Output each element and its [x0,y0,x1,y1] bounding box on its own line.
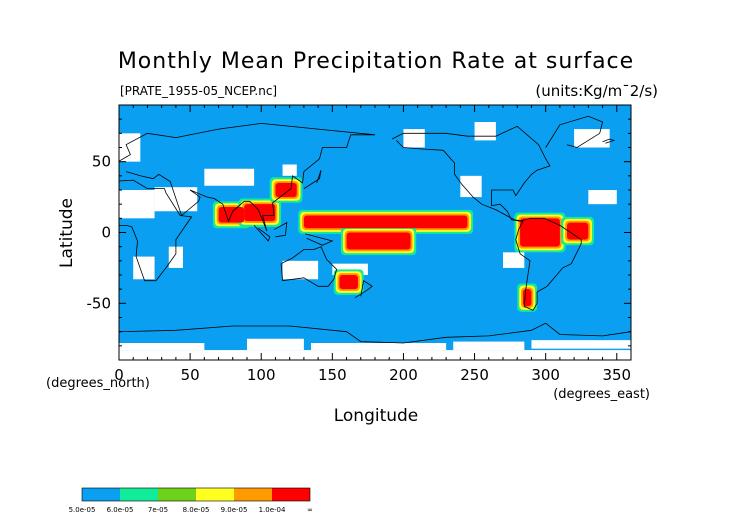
x-tick-label: 0 [114,366,124,384]
colorbar-label: 8.0e-05 [183,506,210,514]
x-tick-label: 100 [247,366,276,384]
x-axis-label: Longitude [334,406,419,426]
coastline-segment [303,170,322,189]
coastline-segment [119,179,193,282]
no-data-cell [531,340,631,349]
colorbar-swatch-5 [272,488,310,501]
x-axis: 0 50 100 150 200 250 300 350 [114,105,631,384]
coastline-segment [305,233,334,246]
x-tick-label: 150 [318,366,347,384]
precip-core-cell [346,232,411,250]
coastline-segment [280,246,338,287]
no-data-cell [168,246,183,268]
no-data-cell [119,133,141,162]
coastline-segment [119,322,631,344]
no-data-cell [311,343,447,351]
colorbar-label: ∞ [307,506,313,514]
units-label: (units:Kg/m¯2/s) [535,82,658,100]
no-data-cells [119,122,631,360]
no-data-cell [503,252,525,268]
precip-core-cell [567,222,589,240]
coastline-segment [119,122,376,232]
no-data-cell [247,338,304,351]
no-data-cell [332,263,368,275]
colorbar-label: 1.0e-04 [259,506,286,514]
precip-core-cell [275,182,297,198]
precip-core-cell [303,215,468,229]
precip-core-cell [339,275,358,290]
no-data-cell [119,190,155,219]
x-tick-label: 300 [531,366,560,384]
coastline-segment [602,138,616,144]
source-file-label: [PRATE_1955-05_NCEP.nc] [120,84,277,98]
precip-levels [212,177,595,312]
colorbar: 5.0e-05 6.0e-05 7e-05 8.0e-05 9.0e-05 1.0e-04… [69,487,313,514]
colorbar-label: 7e-05 [148,506,168,514]
colorbar-swatch-2 [158,488,196,501]
no-data-cell [460,175,482,198]
x-tick-label: 250 [460,366,489,384]
y-tick-label: 50 [92,153,111,171]
no-data-cell [588,190,617,205]
coastline-segment [391,125,582,311]
coastline-segment [253,225,271,242]
colorbar-label: 6.0e-05 [107,506,134,514]
no-data-cell [282,260,319,280]
coastline-segment [354,280,373,299]
colorbar-swatch-1 [120,488,158,501]
y-axis-label: Latitude [57,198,77,268]
x-tick-label: 200 [389,366,418,384]
colorbar-frame [81,487,311,502]
colorbar-label: 5.0e-05 [69,506,96,514]
no-data-cell [282,164,297,176]
y-tick-label: 0 [101,224,111,242]
no-data-cell [119,350,631,360]
chart-title: Monthly Mean Precipitation Rate at surfa… [118,49,634,74]
x-unit-label: (degrees_east) [553,387,650,402]
y-tick-label: -50 [87,294,112,312]
colorbar-swatch-3 [196,488,234,501]
x-tick-label: 350 [602,366,631,384]
map-plot-area [119,105,631,360]
y-unit-label: (degrees_north) [46,376,150,391]
precip-core-cell [520,218,560,247]
no-data-cell [403,129,425,148]
colorbar-label: 9.0e-05 [221,506,248,514]
no-data-cell [453,341,525,351]
colorbar-swatch-4 [234,488,272,501]
x-tick-label: 50 [181,366,200,384]
coastline-segment [273,221,288,238]
no-data-cell [474,122,496,141]
no-data-cell [119,343,205,351]
no-data-cell [133,256,155,280]
coastline-segment [545,115,604,148]
y-axis: -50 0 50 [87,118,631,347]
no-data-cell [204,168,255,186]
coastlines [119,115,631,344]
colorbar-swatch-0 [82,488,120,501]
